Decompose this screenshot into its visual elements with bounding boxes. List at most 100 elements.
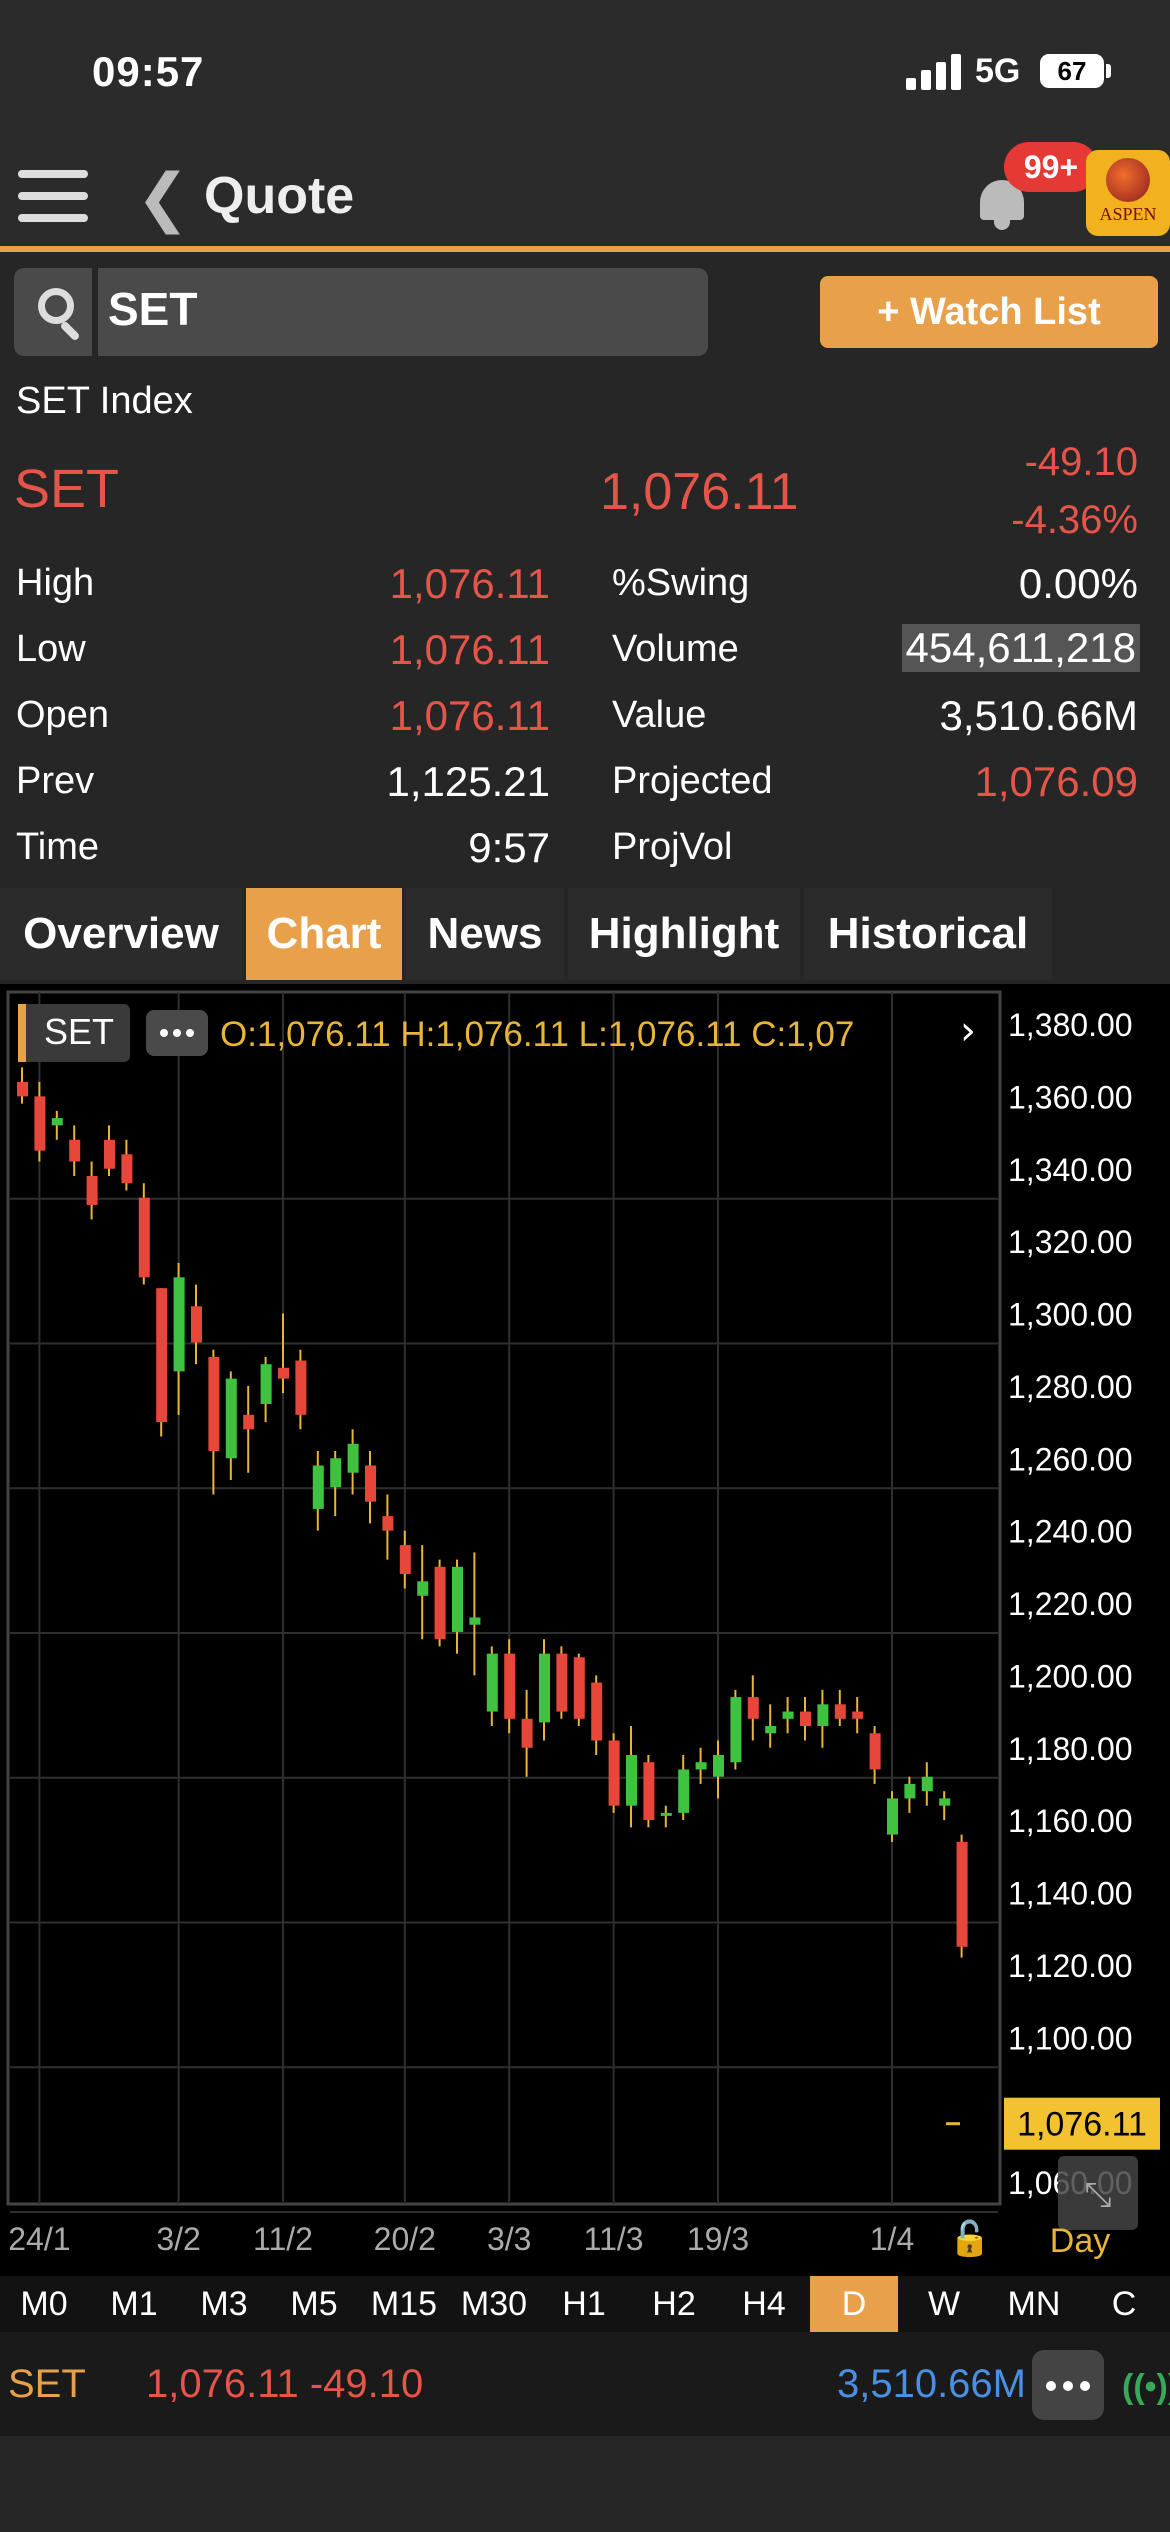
candle-body [834, 1704, 846, 1719]
timeframe-m30[interactable]: M30 [460, 2285, 528, 2323]
tab-historical[interactable]: Historical [804, 888, 1052, 980]
candle [260, 1356, 272, 1423]
candle-body [243, 1414, 255, 1430]
candle-body [434, 1566, 446, 1640]
candle-body [452, 1566, 463, 1632]
candle [156, 1288, 168, 1437]
candle-body [365, 1465, 376, 1502]
timeframe-h2[interactable]: H2 [652, 2285, 696, 2323]
high-value: 1,076.11 [389, 560, 550, 607]
timeframe-h4[interactable]: H4 [742, 2285, 786, 2323]
more-options-icon[interactable] [1032, 2350, 1104, 2420]
chevron-right-icon[interactable]: › [960, 1008, 976, 1054]
symbol-chip[interactable] [18, 1004, 130, 1062]
y-tick-label: 1,340.00 [1008, 1152, 1133, 1188]
candlestick-chart[interactable]: 1,380.00 1,360.00 1,340.00 1,320.00 1,300.00… [0, 984, 1170, 2280]
chart-canvas[interactable]: 1,380.00 1,360.00 1,340.00 1,320.00 1,300.00… [0, 984, 1170, 2280]
candle [800, 1697, 811, 1741]
ticker-symbol[interactable]: SET [8, 2362, 86, 2406]
hamburger-menu-icon[interactable] [18, 166, 90, 226]
candle-body [330, 1458, 342, 1488]
search-icon[interactable] [30, 284, 90, 342]
candle-body [469, 1617, 481, 1625]
aspen-logo-text: ASPEN [1099, 204, 1157, 224]
candle-body [939, 1798, 951, 1806]
y-tick-label: 1,380.00 [1008, 1007, 1133, 1043]
candle [295, 1349, 307, 1430]
candle-body [260, 1364, 272, 1404]
lock-icon[interactable]: 🔓 [949, 2219, 991, 2259]
header-divider [0, 246, 1170, 252]
candle-body [173, 1277, 185, 1372]
candle [747, 1675, 759, 1741]
notification-badge[interactable]: 99+ [1004, 142, 1098, 192]
candle [469, 1552, 481, 1676]
candle-body [347, 1443, 359, 1473]
x-tick-label: 20/2 [374, 2221, 436, 2257]
nav-bar: ❮ Quote [0, 150, 1170, 250]
time-value: 9:57 [468, 824, 550, 871]
timeframe-d[interactable]: D [810, 2276, 898, 2332]
candle-body [956, 1841, 968, 1947]
plot-frame [6, 990, 1002, 2206]
candle [573, 1653, 585, 1727]
add-watchlist-button[interactable]: + Watch List [820, 276, 1158, 348]
timeframe-m0[interactable]: M0 [20, 2285, 68, 2323]
candle [17, 1067, 28, 1104]
ticker-price-change: 1,076.11 -49.10 [146, 2362, 424, 2406]
candle-body [417, 1581, 429, 1596]
candle-body [504, 1653, 516, 1719]
candle [921, 1762, 933, 1806]
y-tick-label: 1,180.00 [1008, 1731, 1133, 1767]
candle-body [765, 1726, 777, 1734]
timeframe-m15[interactable]: M15 [370, 2285, 438, 2323]
y-tick-label: 1,320.00 [1008, 1224, 1133, 1260]
period-label[interactable]: Day [1050, 2222, 1110, 2260]
candle [312, 1451, 324, 1531]
tab-overview[interactable]: Overview [0, 888, 242, 980]
value-label: Value [612, 694, 707, 736]
candle [191, 1284, 202, 1365]
y-tick-label: 1,220.00 [1008, 1586, 1133, 1622]
search-input[interactable] [108, 282, 668, 336]
candle [730, 1689, 742, 1770]
price-change-percent: -4.36% [1011, 498, 1138, 542]
tab-highlight[interactable]: Highlight [568, 888, 800, 980]
aspen-logo[interactable]: ASPEN [1086, 150, 1170, 236]
candle [956, 1834, 968, 1958]
timeframe-h1[interactable]: H1 [562, 2285, 606, 2323]
candle-body [382, 1516, 394, 1531]
projected-value: 1,076.09 [974, 758, 1139, 805]
timeframe-m5[interactable]: M5 [290, 2285, 338, 2323]
search-box[interactable] [14, 268, 708, 356]
candle [365, 1451, 376, 1524]
chart-symbol-label[interactable]: SET [44, 1011, 114, 1052]
candle-body [312, 1465, 324, 1509]
candle [608, 1733, 620, 1813]
candle [121, 1139, 133, 1191]
dot [160, 1029, 168, 1037]
candles [17, 1067, 968, 1958]
y-tick-label: 1,120.00 [1008, 1948, 1133, 1984]
candle-body [730, 1697, 742, 1763]
expand-chart-icon[interactable] [1058, 2156, 1138, 2230]
tab-news[interactable]: News [406, 888, 564, 980]
timeframe-m3[interactable]: M3 [200, 2285, 248, 2323]
x-tick-label: 1/4 [870, 2221, 914, 2257]
candle [208, 1349, 220, 1495]
timeframe-mn[interactable]: MN [1007, 2285, 1061, 2323]
candle-body [208, 1356, 220, 1452]
globe-icon [1106, 158, 1150, 202]
back-chevron-icon[interactable]: ❮ [136, 161, 190, 233]
timeframe-m1[interactable]: M1 [110, 2285, 158, 2323]
tab-chart[interactable]: Chart [246, 888, 402, 980]
candle-body [643, 1762, 655, 1821]
candle [539, 1639, 550, 1741]
ticker-value: 3,510.66M [836, 2362, 1026, 2406]
timeframe-c[interactable]: C [1111, 2285, 1137, 2323]
candle-body [678, 1769, 690, 1813]
timeframe-w[interactable]: W [927, 2285, 961, 2323]
candle-body [191, 1306, 202, 1343]
index-name: SET Index [16, 380, 193, 422]
y-tick-label: 1,300.00 [1008, 1297, 1133, 1333]
